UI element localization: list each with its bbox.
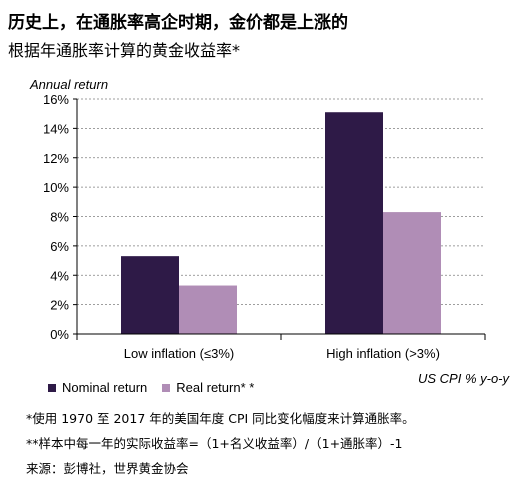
bar-real-1 — [383, 212, 441, 334]
chart-title: 历史上，在通胀率高企时期，金价都是上涨的 — [8, 13, 348, 33]
y-tick-label: 6% — [50, 239, 69, 254]
x-axis-unit-note: US CPI % y-o-y — [417, 371, 509, 386]
y-tick-label: 14% — [43, 121, 69, 136]
chart-subtitle: 根据年通胀率计算的黄金收益率* — [8, 41, 241, 60]
legend-item-real: Real return* * — [162, 380, 254, 395]
y-tick-label: 0% — [50, 327, 69, 342]
bars — [121, 112, 441, 334]
legend-swatch-real — [162, 383, 171, 392]
y-tick-label: 12% — [43, 151, 69, 166]
legend-swatch-nominal — [48, 383, 56, 392]
y-axis-label: Annual return — [30, 77, 109, 92]
y-tick-label: 16% — [43, 92, 69, 107]
y-tick-label: 10% — [43, 180, 69, 195]
bar-real-0 — [179, 285, 237, 334]
bar-nominal-0 — [121, 256, 179, 334]
chart-legend: Nominal return Real return* * — [48, 380, 269, 395]
x-tick-labels: Low inflation (≤3%) High inflation (>3%) — [124, 346, 440, 361]
legend-label-nominal: Nominal return — [62, 380, 148, 395]
y-tick-label: 4% — [50, 268, 69, 283]
footnote-inflation-method: *使用 1970 至 2017 年的美国年度 CPI 同比变化幅度来计算通胀率。 — [26, 411, 415, 426]
axes — [73, 98, 486, 340]
footnote-source: 来源：彭博社，世界黄金协会 — [26, 461, 189, 476]
x-tick-label: High inflation (>3%) — [326, 346, 440, 361]
bar-nominal-1 — [325, 112, 383, 334]
y-tick-labels: 0% 2% 4% 6% 8% 10% 12% 14% 16% — [43, 92, 69, 342]
footnotes: *使用 1970 至 2017 年的美国年度 CPI 同比变化幅度来计算通胀率。… — [26, 406, 415, 481]
legend-item-nominal: Nominal return — [48, 380, 147, 395]
y-tick-label: 2% — [50, 298, 69, 313]
legend-label-real: Real return* * — [176, 380, 255, 395]
y-tick-label: 8% — [50, 210, 69, 225]
x-tick-label: Low inflation (≤3%) — [124, 346, 234, 361]
footnote-real-return-formula: **样本中每一年的实际收益率=（1+名义收益率）/（1+通胀率）-1 — [26, 436, 403, 451]
